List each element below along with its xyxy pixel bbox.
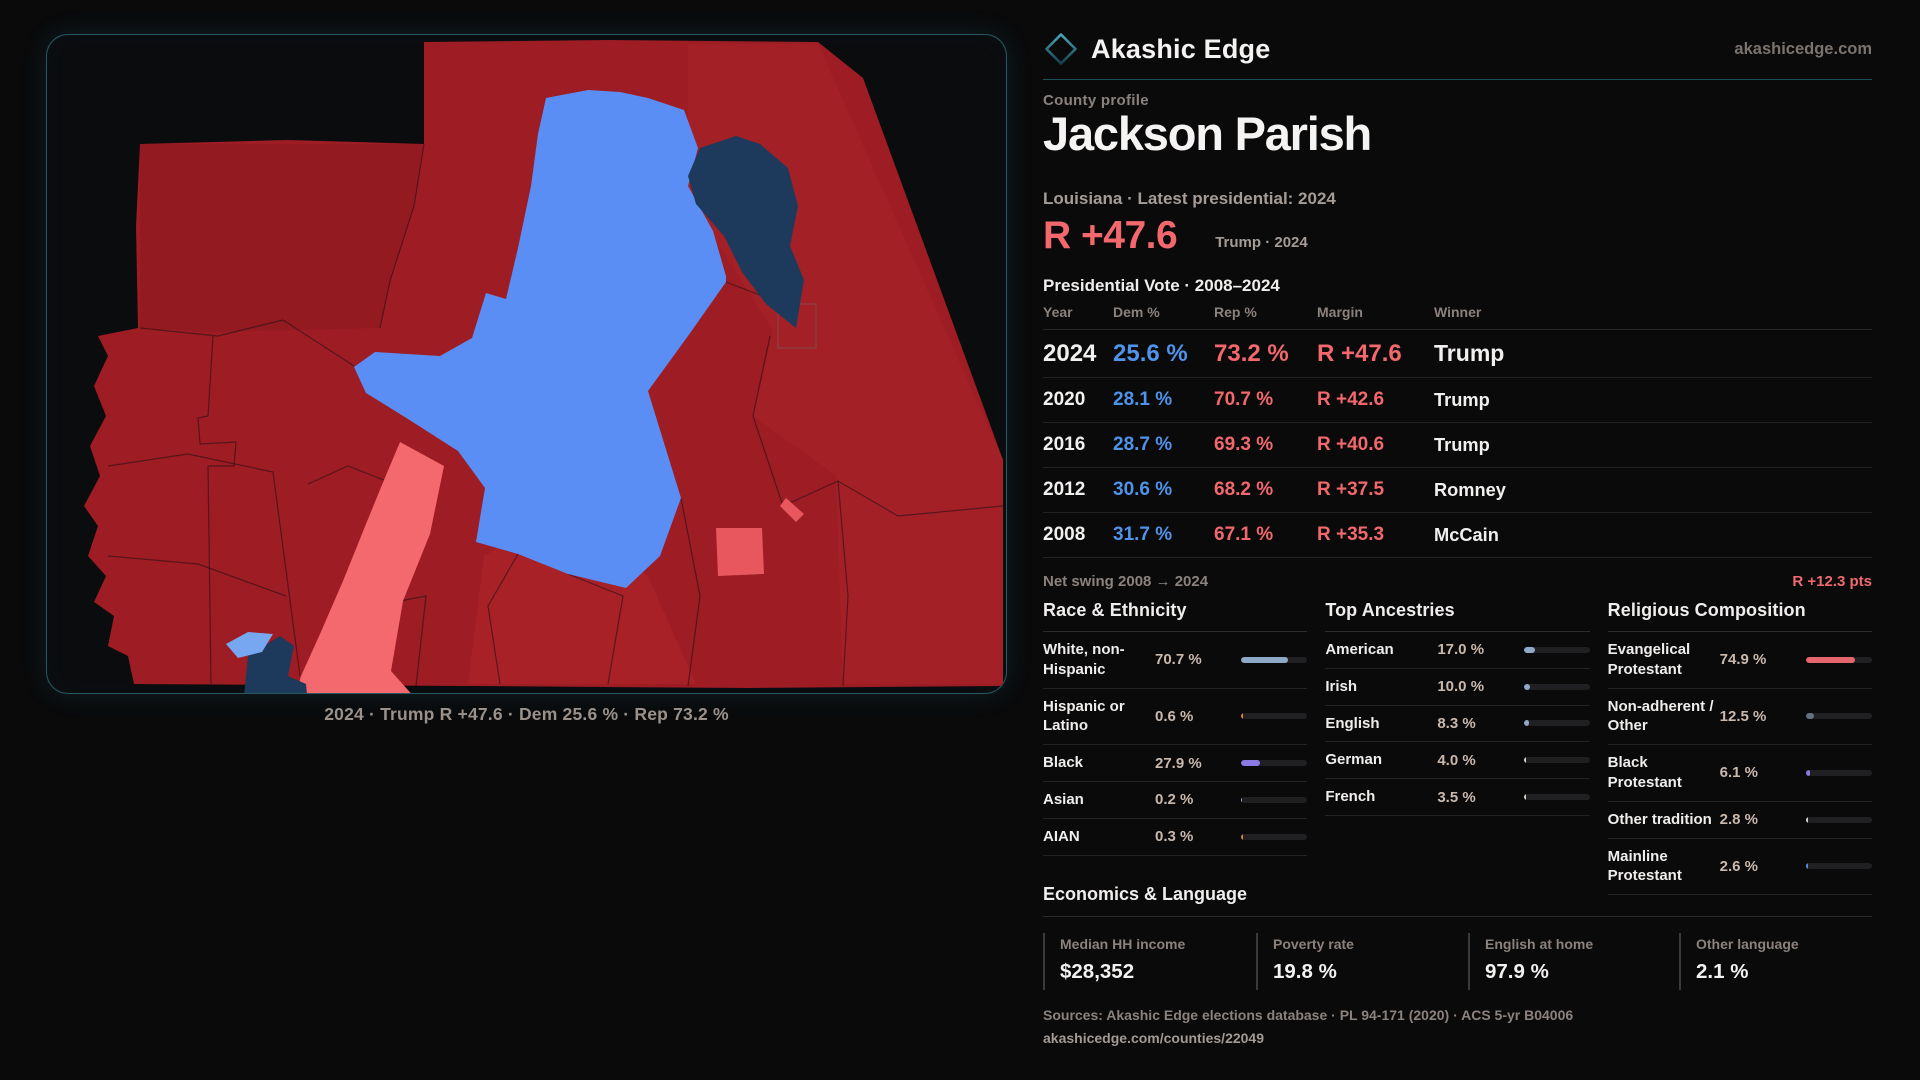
stat-bar <box>1241 796 1308 803</box>
stat-bar <box>1523 794 1590 801</box>
list-item: White, non-Hispanic 70.7 % <box>1043 632 1308 689</box>
stat-bar <box>1523 646 1590 653</box>
stat-bar <box>1241 833 1308 840</box>
sources-line: Sources: Akashic Edge elections database… <box>1043 1007 1574 1023</box>
list-item: American 17.0 % <box>1325 632 1590 669</box>
precinct-outline-box <box>777 303 817 349</box>
religion-column: Religious Composition Evangelical Protes… <box>1607 600 1872 896</box>
county-meta: Louisiana · Latest presidential: 2024 <box>1043 189 1336 208</box>
header-divider <box>1043 79 1872 80</box>
brand-domain-link[interactable]: akashicedge.com <box>1734 39 1872 58</box>
list-item: French 3.5 % <box>1325 779 1590 816</box>
stat-bar <box>1523 683 1590 690</box>
net-swing-value: R +12.3 pts <box>1792 573 1872 590</box>
vote-table: Year Dem % Rep % Margin Winner 2024 25.6… <box>1043 304 1872 558</box>
list-item: Black 27.9 % <box>1043 745 1308 782</box>
col-winner: Winner <box>1434 304 1482 320</box>
ancestries-column: Top Ancestries American 17.0 % Irish 10.… <box>1325 600 1590 895</box>
table-row: 2012 30.6 % 68.2 % R +37.5 Romney <box>1043 468 1872 513</box>
stat-english-at-home: English at home 97.9 % <box>1468 933 1679 990</box>
headline-margin-row: R +47.6 Trump · 2024 <box>1043 214 1308 258</box>
economics-stats-row: Median HH income $28,352 Poverty rate 19… <box>1043 933 1872 990</box>
vote-table-header: Year Dem % Rep % Margin Winner <box>1043 304 1872 330</box>
table-row: 2008 31.7 % 67.1 % R +35.3 McCain <box>1043 513 1872 558</box>
table-row: 2024 25.6 % 73.2 % R +47.6 Trump <box>1043 330 1872 378</box>
stat-bar <box>1806 816 1872 823</box>
stat-bar <box>1241 713 1308 720</box>
section-title: Religious Composition <box>1607 600 1872 632</box>
list-item: English 8.3 % <box>1325 706 1590 743</box>
list-item: Non-adherent / Other 12.5 % <box>1607 689 1872 746</box>
page-title: Jackson Parish <box>1043 107 1372 160</box>
county-panel: Akashic Edge akashicedge.com County prof… <box>1043 0 1872 1080</box>
col-rep: Rep % <box>1214 304 1257 320</box>
list-item: Asian 0.2 % <box>1043 782 1308 819</box>
col-dem: Dem % <box>1113 304 1160 320</box>
map-lean-rep-band <box>296 442 444 693</box>
net-swing-row: Net swing 2008 → 2024 R +12.3 pts <box>1043 573 1872 590</box>
stat-bar <box>1806 656 1872 663</box>
stat-bar <box>1241 760 1308 767</box>
stat-bar <box>1523 757 1590 764</box>
list-item: Other tradition 2.8 % <box>1607 802 1872 839</box>
stat-other-language: Other language 2.1 % <box>1679 933 1872 990</box>
stat-bar <box>1523 720 1590 727</box>
col-year: Year <box>1043 304 1073 320</box>
list-item: AIAN 0.3 % <box>1043 819 1308 856</box>
demographics-section: Race & Ethnicity White, non-Hispanic 70.… <box>1043 600 1872 896</box>
list-item: German 4.0 % <box>1325 742 1590 780</box>
stat-bar <box>1806 863 1872 870</box>
diamond-logo-icon <box>1045 33 1077 65</box>
headline-margin: R +47.6 <box>1043 214 1178 257</box>
map-caption: 2024 · Trump R +47.6 · Dem 25.6 % · Rep … <box>324 704 729 724</box>
map-lean-rep-patches <box>716 498 804 576</box>
stat-bar <box>1806 713 1872 720</box>
brand-header: Akashic Edge akashicedge.com <box>1043 31 1872 67</box>
map-precinct-shade-nw <box>140 144 424 332</box>
section-title: Economics & Language <box>1043 884 1872 917</box>
kicker: County profile <box>1043 92 1149 109</box>
headline-margin-context: Trump · 2024 <box>1215 234 1308 251</box>
footer: Sources: Akashic Edge elections database… <box>1043 1007 1872 1046</box>
list-item: Evangelical Protestant 74.9 % <box>1607 632 1872 689</box>
col-margin: Margin <box>1317 304 1363 320</box>
net-swing-label: Net swing 2008 → 2024 <box>1043 573 1209 590</box>
vote-table-title: Presidential Vote · 2008–2024 <box>1043 276 1280 295</box>
stat-poverty-rate: Poverty rate 19.8 % <box>1256 933 1468 990</box>
list-item: Hispanic or Latino 0.6 % <box>1043 689 1308 746</box>
table-row: 2016 28.7 % 69.3 % R +40.6 Trump <box>1043 423 1872 468</box>
section-title: Top Ancestries <box>1325 600 1590 632</box>
race-ethnicity-column: Race & Ethnicity White, non-Hispanic 70.… <box>1043 600 1308 895</box>
section-title: Race & Ethnicity <box>1043 600 1308 632</box>
map-dem-region <box>354 90 726 588</box>
table-row: 2020 28.1 % 70.7 % R +42.6 Trump <box>1043 378 1872 423</box>
list-item: Black Protestant 6.1 % <box>1607 745 1872 802</box>
precinct-map <box>84 40 1004 693</box>
stat-median-income: Median HH income $28,352 <box>1043 933 1256 990</box>
permalink[interactable]: akashicedge.com/counties/22049 <box>1043 1030 1264 1046</box>
stat-bar <box>1806 769 1872 776</box>
economics-section: Economics & Language Median HH income $2… <box>1043 884 1872 990</box>
stat-bar <box>1241 656 1308 663</box>
map-dem-light-patch <box>226 632 273 658</box>
list-item: Irish 10.0 % <box>1325 669 1590 706</box>
precinct-map-card <box>46 34 1007 694</box>
list-item: Mainline Protestant 2.6 % <box>1607 839 1872 896</box>
brand-name: Akashic Edge <box>1091 33 1271 64</box>
